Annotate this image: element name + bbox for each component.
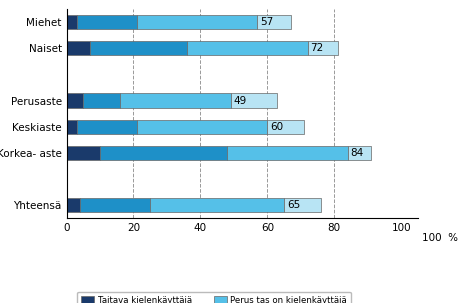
- Bar: [66, 198, 80, 212]
- Bar: [307, 41, 338, 55]
- Bar: [66, 41, 90, 55]
- Bar: [76, 15, 137, 29]
- Bar: [120, 93, 230, 108]
- Bar: [267, 119, 304, 134]
- Bar: [137, 15, 257, 29]
- Bar: [80, 198, 150, 212]
- Bar: [66, 146, 100, 160]
- Bar: [187, 41, 307, 55]
- Bar: [66, 119, 76, 134]
- Bar: [348, 146, 371, 160]
- Bar: [83, 93, 120, 108]
- Bar: [284, 198, 321, 212]
- Text: 84: 84: [351, 148, 364, 158]
- Text: 72: 72: [310, 43, 323, 53]
- Legend: Taitava kielenkäyttäjä, Its enäinen kielenkäyttäjä, Perus tas on kielenkäyttäjä,: Taitava kielenkäyttäjä, Its enäinen kiel…: [77, 292, 351, 303]
- Text: 65: 65: [287, 200, 300, 210]
- Text: 60: 60: [270, 122, 283, 132]
- Text: 57: 57: [260, 17, 273, 27]
- Bar: [66, 15, 76, 29]
- Bar: [257, 15, 291, 29]
- Text: 100  %: 100 %: [421, 233, 457, 243]
- Bar: [100, 146, 227, 160]
- Bar: [230, 93, 277, 108]
- Bar: [90, 41, 187, 55]
- Bar: [66, 93, 83, 108]
- Bar: [76, 119, 137, 134]
- Bar: [137, 119, 267, 134]
- Bar: [150, 198, 284, 212]
- Text: 49: 49: [233, 95, 247, 105]
- Bar: [227, 146, 348, 160]
